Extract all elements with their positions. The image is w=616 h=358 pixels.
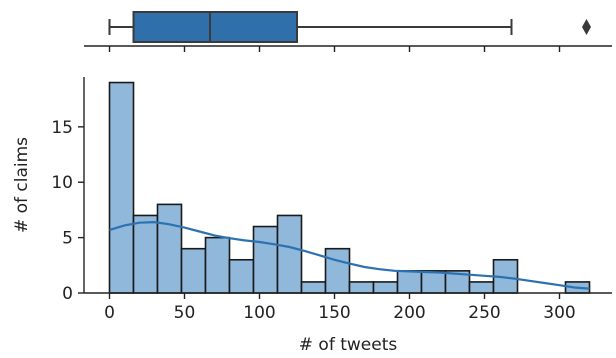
x-tick-label: 250 <box>468 303 500 323</box>
x-axis-ticks: 0 50 100 150 200 250 300 <box>104 293 576 323</box>
histogram-panel: 0 50 100 150 200 250 300 0 5 10 15 # of tweets # … <box>12 77 612 355</box>
box-plot-panel <box>84 11 612 52</box>
histogram-bar <box>132 214 159 294</box>
histogram-bar <box>228 258 255 294</box>
y-tick-label: 5 <box>62 229 73 249</box>
histogram-bar <box>180 247 207 294</box>
histogram-bar <box>372 281 399 294</box>
box-plot-ticks <box>108 46 561 52</box>
x-tick-label: 100 <box>243 303 275 323</box>
box-plot-marks <box>108 11 591 43</box>
histogram-bar <box>204 236 231 294</box>
histogram-bar <box>468 281 495 294</box>
x-tick-label: 300 <box>543 303 575 323</box>
x-tick-label: 150 <box>318 303 350 323</box>
histogram-bar <box>276 214 303 294</box>
y-tick-label: 15 <box>51 118 73 138</box>
histogram-bar <box>108 81 135 294</box>
histogram-bar <box>420 270 447 294</box>
y-axis-ticks: 0 5 10 15 <box>51 118 84 304</box>
histogram-bar <box>156 203 183 294</box>
y-tick-label: 0 <box>62 284 73 304</box>
x-tick-label: 50 <box>174 303 196 323</box>
x-tick-label: 0 <box>104 303 115 323</box>
kde-curve <box>109 220 590 290</box>
y-axis-label: # of claims <box>12 137 32 233</box>
histogram-bar <box>324 247 351 294</box>
histogram-bar <box>348 281 375 294</box>
y-tick-label: 10 <box>51 173 73 193</box>
histogram-bar <box>396 270 423 294</box>
x-tick-label: 200 <box>393 303 425 323</box>
box-outlier <box>582 19 591 35</box>
histogram-bar <box>252 225 279 294</box>
x-axis-label: # of tweets <box>299 335 398 355</box>
histogram-bars <box>108 81 591 294</box>
box-iqr <box>132 11 298 43</box>
histogram-bar <box>300 281 327 294</box>
